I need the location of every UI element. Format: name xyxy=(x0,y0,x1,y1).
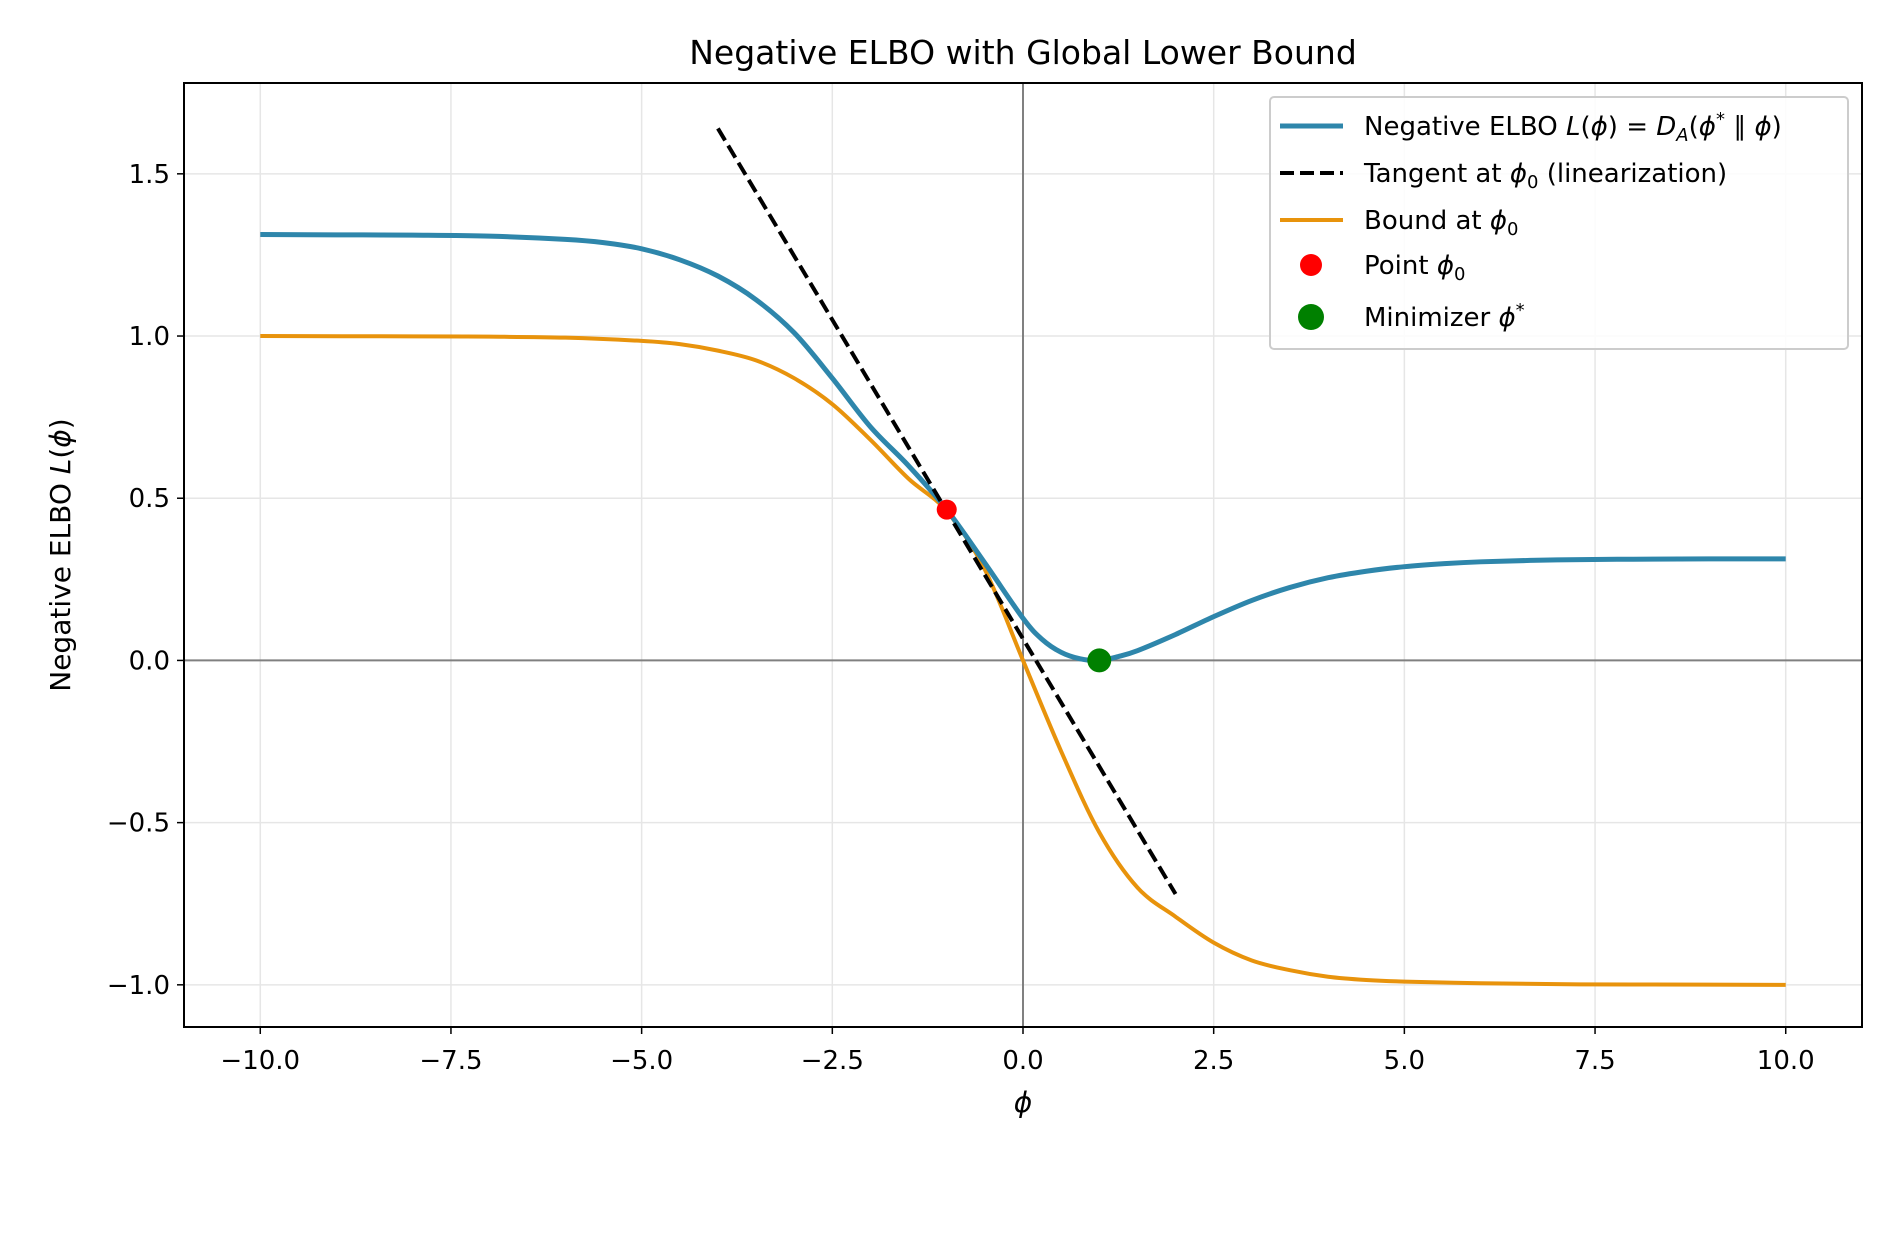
points-layer xyxy=(936,499,1112,673)
point-phi0-marker xyxy=(936,499,957,520)
y-tick-label: −0.5 xyxy=(107,809,170,839)
legend-label-point: Point ϕ0 xyxy=(1364,251,1465,285)
x-tick-label: −5.0 xyxy=(610,1046,673,1076)
minimizer-marker xyxy=(1087,648,1112,673)
x-tick-label: 0.0 xyxy=(1002,1046,1043,1076)
series-bound-line xyxy=(260,334,1786,987)
legend-frame xyxy=(1269,96,1849,350)
legend-label-elbo: Negative ELBO L(ϕ) = DA(ϕ* ∥ ϕ) xyxy=(1364,109,1782,146)
x-tick-label: 10.0 xyxy=(1757,1046,1815,1076)
x-tick-label: 5.0 xyxy=(1384,1046,1425,1076)
y-tick-label: 0.0 xyxy=(129,646,170,676)
x-tick-label: −2.5 xyxy=(801,1046,864,1076)
series-negative-elbo-line xyxy=(260,231,1786,664)
y-ticks: −1.0 −0.5 0.0 0.5 1.0 1.5 xyxy=(107,160,184,1001)
x-tick-label: 7.5 xyxy=(1574,1046,1615,1076)
legend-marker-point xyxy=(1300,254,1322,276)
legend: Negative ELBO L(ϕ) = DA(ϕ* ∥ ϕ) Tangent … xyxy=(1269,96,1849,350)
y-tick-label: −1.0 xyxy=(107,971,170,1001)
chart-title: Negative ELBO with Global Lower Bound xyxy=(689,33,1357,72)
legend-label-tangent: Tangent at ϕ0 (linearization) xyxy=(1363,159,1727,193)
x-tick-label: −7.5 xyxy=(419,1046,482,1076)
x-tick-label: 2.5 xyxy=(1193,1046,1234,1076)
x-axis-label: ϕ xyxy=(1014,1086,1032,1119)
y-tick-label: 1.5 xyxy=(129,160,170,190)
legend-label-bound: Bound at ϕ0 xyxy=(1364,206,1518,240)
y-tick-label: 1.0 xyxy=(129,322,170,352)
y-axis-label: Negative ELBO L(ϕ) xyxy=(44,418,77,691)
legend-label-minimizer: Minimizer ϕ* xyxy=(1364,300,1525,333)
legend-marker-minimizer xyxy=(1298,304,1324,330)
x-tick-label: −10.0 xyxy=(220,1046,300,1076)
x-ticks: −10.0 −7.5 −5.0 −2.5 0.0 2.5 5.0 7.5 10.0 xyxy=(220,1027,1815,1076)
y-tick-label: 0.5 xyxy=(129,484,170,514)
